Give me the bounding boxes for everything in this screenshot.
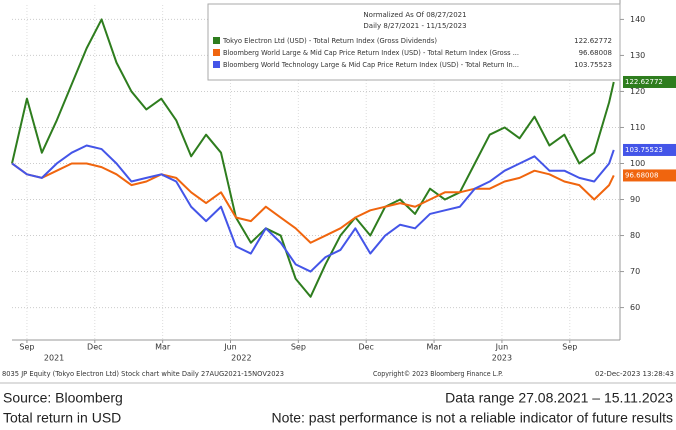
- series-line: [11, 18, 615, 298]
- legend-box: [207, 3, 621, 81]
- x-year-label: 2021: [44, 354, 64, 363]
- source: Source: Bloomberg: [3, 390, 123, 406]
- x-tick-label: Jun: [495, 343, 509, 352]
- legend-title: Normalized As Of 08/27/2021: [363, 11, 466, 19]
- value-tag-label: 103.75523: [625, 146, 663, 154]
- x-tick-label: Sep: [19, 343, 34, 352]
- x-tick-label: Mar: [155, 343, 171, 352]
- y-tick-label: 140: [630, 15, 645, 24]
- legend-swatch: [213, 61, 220, 68]
- legend: Normalized As Of 08/27/2021 Daily 8/27/2…: [207, 3, 621, 81]
- y-tick-label: 120: [630, 87, 645, 96]
- legend-value: 122.62772: [574, 37, 612, 45]
- footer-center: Copyright© 2023 Bloomberg Finance L.P.: [373, 370, 503, 378]
- y-tick-label: 100: [630, 159, 645, 168]
- lines: [11, 18, 615, 298]
- y-tick-label: 60: [630, 303, 640, 312]
- value-tag: [623, 75, 676, 88]
- series-line: [11, 162, 615, 244]
- legend-subtitle: Daily 8/27/2021 - 11/15/2023: [363, 22, 466, 30]
- value-tag: [623, 169, 676, 182]
- x-tick-label: Sep: [562, 343, 577, 352]
- x-tick-label: Jun: [223, 343, 237, 352]
- disclaimer: Note: past performance is not a reliable…: [271, 410, 673, 426]
- legend-value: 103.75523: [574, 61, 612, 69]
- value-tag-label: 122.62772: [625, 78, 663, 86]
- legend-swatch: [213, 49, 220, 56]
- y-tick-label: 70: [630, 267, 640, 276]
- value-tag: [623, 143, 676, 156]
- legend-value: 96.68008: [579, 49, 612, 57]
- x-tick-label: Mar: [427, 343, 443, 352]
- y-tick-label: 80: [630, 231, 640, 240]
- legend-label: Bloomberg World Large & Mid Cap Price Re…: [223, 49, 519, 57]
- y-tick-label: 130: [630, 51, 645, 60]
- value-tag-label: 96.68008: [625, 171, 658, 179]
- x-year-label: 2022: [231, 354, 251, 363]
- x-tick-label: Sep: [291, 343, 306, 352]
- legend-label: Bloomberg World Technology Large & Mid C…: [223, 61, 519, 69]
- y-tick-label: 90: [630, 195, 640, 204]
- x-tick-label: Dec: [358, 343, 373, 352]
- y-tick-label: 110: [630, 123, 645, 132]
- x-tick-label: Dec: [87, 343, 102, 352]
- legend-label: Tokyo Electron Ltd (USD) - Total Return …: [222, 37, 437, 45]
- legend-swatch: [213, 37, 220, 44]
- footer-left: 8035 JP Equity (Tokyo Electron Ltd) Stoc…: [2, 370, 284, 378]
- x-year-label: 2023: [492, 354, 512, 363]
- data-range: Data range 27.08.2021 – 15.11.2023: [445, 390, 673, 406]
- unit-note: Total return in USD: [3, 410, 121, 426]
- footer-right: 02-Dec-2023 13:28:43: [595, 370, 674, 378]
- series-line: [11, 144, 615, 273]
